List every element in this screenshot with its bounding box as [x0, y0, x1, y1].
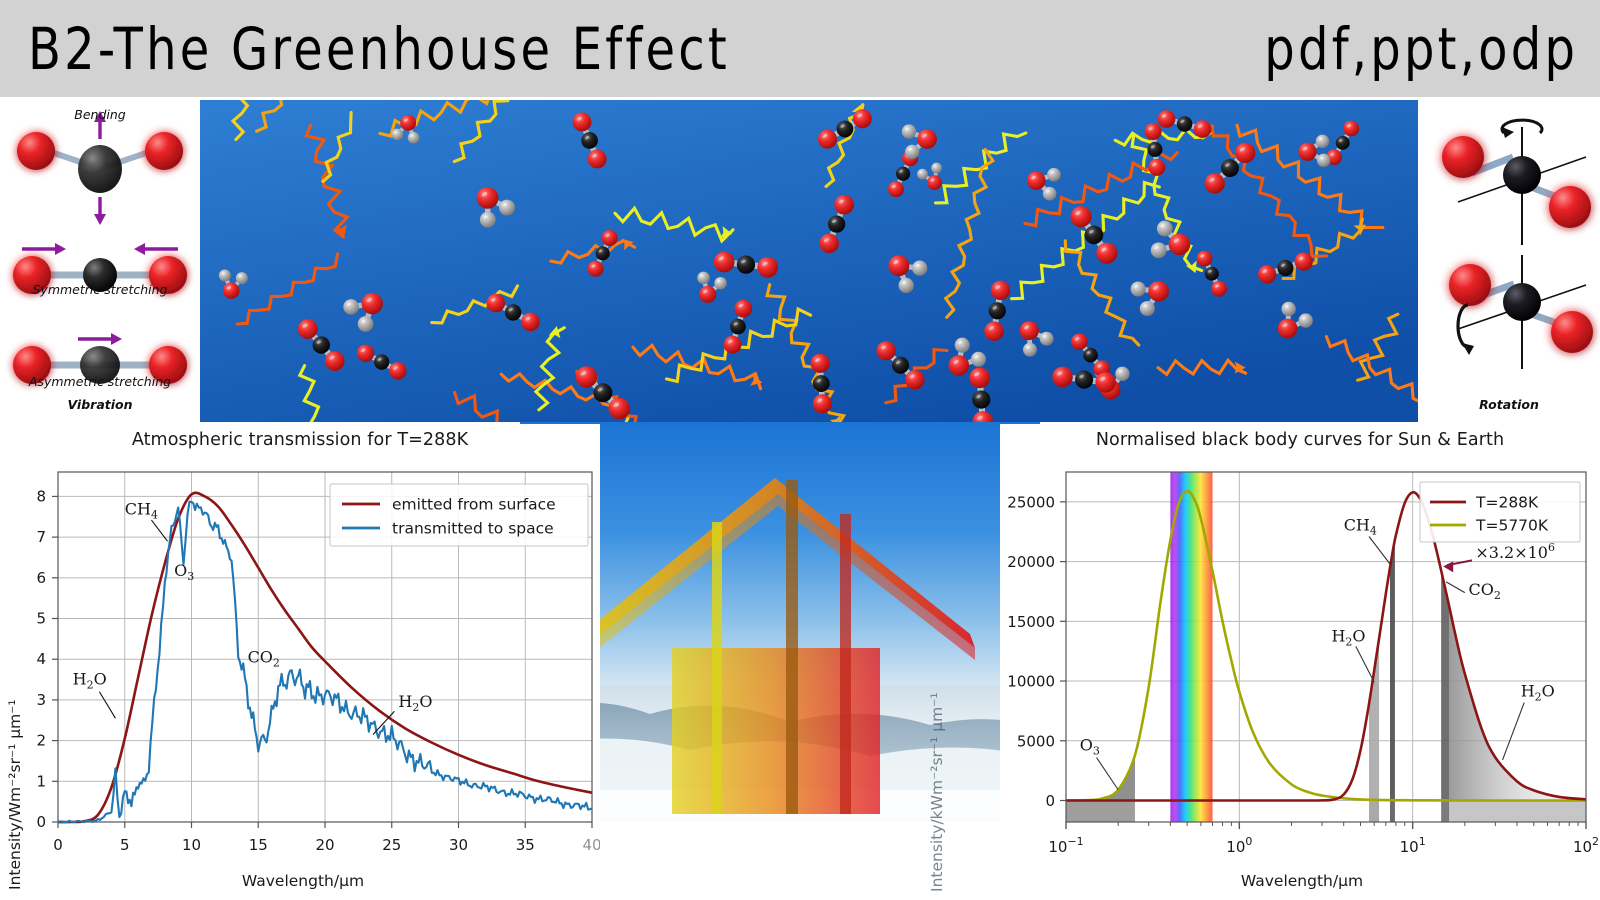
rotation-about-vertical-axis — [1442, 118, 1591, 245]
svg-text:0: 0 — [1045, 792, 1055, 810]
svg-text:H2O: H2O — [73, 669, 107, 691]
svg-text:O3: O3 — [1080, 735, 1100, 757]
vibration-caption: Vibration — [67, 397, 133, 412]
svg-text:T=5770K: T=5770K — [1475, 517, 1549, 535]
svg-text:5000: 5000 — [1017, 732, 1055, 750]
chart-left-xlabel: Wavelength/μm — [241, 872, 365, 890]
svg-text:15000: 15000 — [1007, 613, 1055, 631]
molecular-radiation-banner — [200, 100, 1418, 422]
svg-text:2: 2 — [36, 732, 46, 750]
chart-right-xlabel: Wavelength/μm — [1240, 872, 1364, 890]
chart-right-plot: 10−1 100 101 102 0 5000 10000 15000 20000 25000 O3… — [1007, 471, 1599, 856]
chart-right-title: Normalised black body curves for Sun & E… — [1095, 430, 1505, 450]
highlight-bar-brown — [786, 480, 798, 814]
chart-left-ylabel: Intensity/Wm⁻²sr⁻¹ μm⁻¹ — [6, 699, 24, 890]
svg-text:102: 102 — [1573, 835, 1599, 856]
svg-text:10000: 10000 — [1007, 673, 1055, 691]
greenhouse-roof-shadow — [584, 494, 975, 660]
svg-text:1: 1 — [36, 772, 46, 790]
banner-molecules-svg — [200, 100, 1418, 422]
svg-text:30: 30 — [449, 836, 468, 854]
svg-text:6: 6 — [36, 569, 46, 587]
symmetric-stretching-label: Symmetric stretching — [32, 282, 168, 297]
rotation-svg — [1418, 97, 1600, 427]
svg-text:25000: 25000 — [1007, 493, 1055, 511]
svg-text:transmitted to space: transmitted to space — [392, 520, 554, 538]
chart-right-ylabel: Intensity/kWm⁻²sr⁻¹ μm⁻¹ — [928, 692, 946, 892]
page-title: B2-The Greenhouse Effect — [28, 14, 730, 83]
svg-text:8: 8 — [36, 487, 46, 505]
rotation-caption: Rotation — [1479, 397, 1539, 412]
svg-text:10: 10 — [182, 836, 201, 854]
chart-left-plot: 0 5 10 15 20 25 30 35 40 0 1 2 3 4 5 6 7 8 CH4 O3 H2O CO2 H2O e… — [36, 471, 600, 854]
svg-text:H2O: H2O — [1521, 682, 1555, 704]
greenhouse-svg — [520, 478, 1040, 822]
svg-text:20: 20 — [315, 836, 334, 854]
svg-text:3: 3 — [36, 691, 46, 709]
asymmetric-stretching-molecule — [13, 333, 187, 384]
highlight-bar-yellow — [712, 522, 722, 814]
svg-text:20000: 20000 — [1007, 553, 1055, 571]
svg-text:101: 101 — [1400, 835, 1426, 856]
vibration-diagram-panel: Bending Symmetric stretching Asymmetric … — [0, 97, 200, 427]
svg-text:O3: O3 — [174, 561, 194, 583]
symmetric-stretching-molecule — [13, 243, 187, 294]
rotation-about-internuclear-axis — [1449, 255, 1593, 369]
svg-text:7: 7 — [36, 528, 46, 546]
svg-text:40: 40 — [582, 836, 600, 854]
greenhouse-photo-composite — [520, 422, 1040, 822]
vibration-svg — [0, 97, 200, 427]
highlight-bar-red — [840, 514, 851, 814]
svg-text:100: 100 — [1226, 835, 1252, 856]
svg-text:H2O: H2O — [1331, 627, 1365, 649]
svg-text:×3.2×106: ×3.2×106 — [1475, 541, 1555, 562]
svg-text:emitted from surface: emitted from surface — [392, 496, 556, 514]
svg-text:H2O: H2O — [398, 692, 432, 714]
chart-left-title: Atmospheric transmission for T=288K — [131, 430, 469, 450]
svg-text:5: 5 — [120, 836, 130, 854]
svg-text:CO2: CO2 — [248, 647, 280, 669]
svg-text:4: 4 — [36, 650, 46, 668]
asymmetric-stretching-label: Asymmetric stretching — [28, 374, 172, 389]
bending-label: Bending — [74, 107, 126, 122]
slide-header: B2-The Greenhouse Effect pdf,ppt,odp — [0, 0, 1600, 97]
greenhouse-body — [672, 648, 880, 814]
bending-molecule — [17, 111, 183, 225]
svg-text:10−1: 10−1 — [1048, 835, 1083, 856]
atmospheric-transmission-chart: Atmospheric transmission for T=288K Inte… — [0, 424, 600, 900]
svg-text:5: 5 — [36, 610, 46, 628]
svg-text:25: 25 — [382, 836, 401, 854]
svg-text:CH4: CH4 — [125, 500, 158, 522]
black-body-curves-chart: Normalised black body curves for Sun & E… — [928, 424, 1600, 900]
svg-text:CH4: CH4 — [1344, 516, 1377, 538]
svg-text:15: 15 — [249, 836, 268, 854]
file-format-list[interactable]: pdf,ppt,odp — [1264, 14, 1578, 83]
svg-text:CO2: CO2 — [1469, 580, 1501, 602]
svg-text:T=288K: T=288K — [1475, 494, 1539, 512]
svg-text:35: 35 — [516, 836, 535, 854]
rotation-diagram-panel: Rotation — [1418, 97, 1600, 427]
svg-text:0: 0 — [36, 813, 46, 831]
svg-text:0: 0 — [53, 836, 63, 854]
